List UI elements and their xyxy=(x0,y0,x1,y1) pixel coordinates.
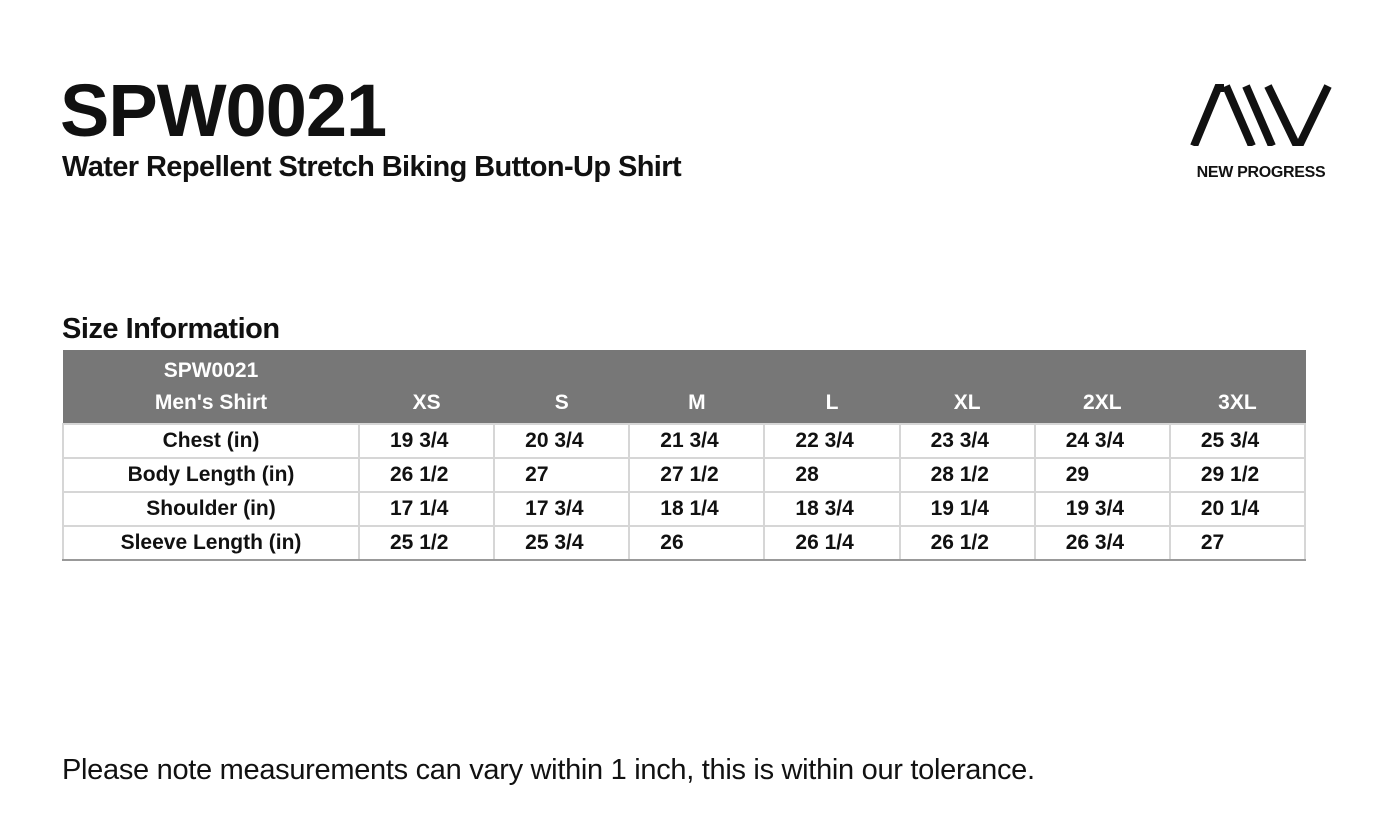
measurement-value: 27 xyxy=(1168,525,1307,561)
brand-name: NEW PROGRESS xyxy=(1196,164,1326,181)
measurement-value: 22 3/4 xyxy=(763,423,901,459)
measurement-value: 23 3/4 xyxy=(898,423,1036,459)
measurement-value: 19 3/4 xyxy=(357,423,496,459)
size-information-heading: Size Information xyxy=(62,313,280,345)
measurement-value: 29 1/2 xyxy=(1168,457,1307,493)
measurement-value: 27 1/2 xyxy=(628,457,766,493)
measurement-value: 28 1/2 xyxy=(898,457,1036,493)
measurement-value: 19 1/4 xyxy=(898,491,1036,527)
size-header: M xyxy=(628,350,765,425)
measurement-label: Chest (in) xyxy=(62,423,360,459)
size-table: SPW0021 Men's Shirt XS S M L XL 2XL 3XL … xyxy=(62,350,1307,561)
measurement-value: 21 3/4 xyxy=(628,423,766,459)
measurement-value: 18 1/4 xyxy=(628,491,766,527)
size-header: 3XL xyxy=(1169,350,1306,425)
table-row: Body Length (in) 26 1/2 27 27 1/2 28 28 1/2 29… xyxy=(62,457,1307,493)
measurement-value: 27 xyxy=(493,457,631,493)
measurement-label: Sleeve Length (in) xyxy=(62,525,360,561)
measurement-value: 26 1/4 xyxy=(763,525,901,561)
measurement-value: 26 1/2 xyxy=(357,457,496,493)
table-row: Shoulder (in) 17 1/4 17 3/4 18 1/4 18 3/4 19 … xyxy=(62,491,1307,527)
size-header: L xyxy=(763,350,901,425)
measurement-value: 20 3/4 xyxy=(493,423,631,459)
size-header: XS xyxy=(358,350,495,425)
size-header: S xyxy=(493,350,630,425)
measurement-value: 26 3/4 xyxy=(1033,525,1171,561)
measurement-value: 28 xyxy=(763,457,901,493)
corner-header: SPW0021 Men's Shirt xyxy=(62,350,360,425)
measurement-value: 18 3/4 xyxy=(763,491,901,527)
corner-code: SPW0021 xyxy=(163,359,259,382)
table-row: Chest (in) 19 3/4 20 3/4 21 3/4 22 3/4 23 3/4… xyxy=(62,423,1307,459)
brand-logo: NEW PROGRESS xyxy=(1188,84,1334,182)
measurement-label: Shoulder (in) xyxy=(62,491,360,527)
measurement-value: 29 xyxy=(1033,457,1171,493)
measurement-value: 17 3/4 xyxy=(493,491,631,527)
size-header: 2XL xyxy=(1034,350,1171,425)
measurement-value: 26 1/2 xyxy=(898,525,1036,561)
measurement-value: 20 1/4 xyxy=(1168,491,1307,527)
measurement-value: 24 3/4 xyxy=(1033,423,1171,459)
tolerance-note: Please note measurements can vary within… xyxy=(62,754,1035,786)
product-name-subtitle: Water Repellent Stretch Biking Button-Up… xyxy=(62,151,682,183)
measurement-value: 25 3/4 xyxy=(493,525,631,561)
measurement-label: Body Length (in) xyxy=(62,457,360,493)
table-row: Sleeve Length (in) 25 1/2 25 3/4 26 26 1/4 26… xyxy=(62,525,1307,561)
size-header: XL xyxy=(899,350,1036,425)
measurement-value: 26 xyxy=(628,525,766,561)
aiv-logo-icon xyxy=(1190,84,1332,146)
measurement-value: 17 1/4 xyxy=(357,491,496,527)
size-header-row: SPW0021 Men's Shirt XS S M L XL 2XL 3XL xyxy=(62,350,1306,425)
measurement-value: 25 3/4 xyxy=(1168,423,1307,459)
measurement-value: 19 3/4 xyxy=(1033,491,1171,527)
corner-label: Men's Shirt xyxy=(154,391,268,414)
product-code-title: SPW0021 xyxy=(60,69,387,152)
measurement-value: 25 1/2 xyxy=(357,525,496,561)
